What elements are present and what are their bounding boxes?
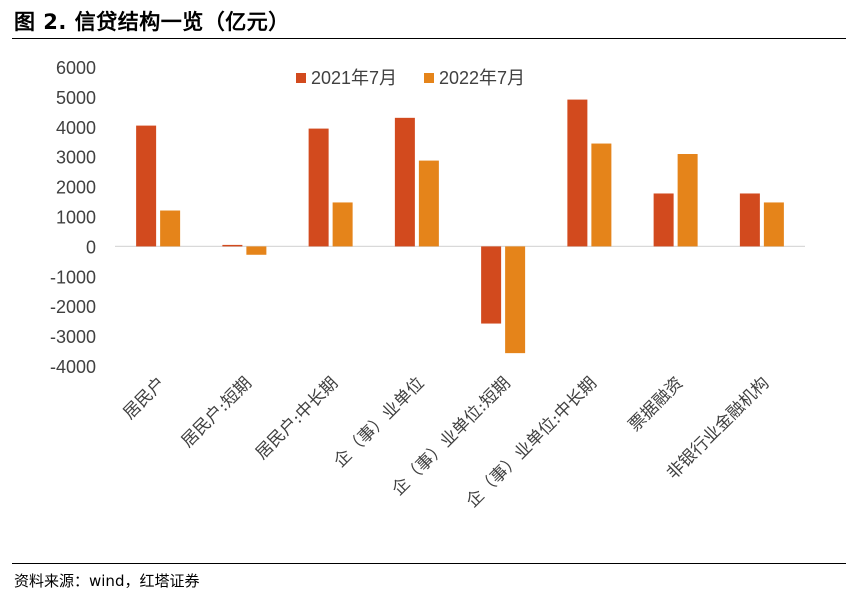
bar-series1-2 — [222, 244, 243, 247]
category-label: 居民户:中长期 — [252, 373, 342, 463]
bars — [136, 99, 784, 354]
bar-series1-6 — [567, 99, 588, 247]
y-tick-label: 4000 — [56, 118, 96, 138]
y-tick-label: -1000 — [50, 267, 96, 287]
bar-series1-3 — [308, 128, 329, 247]
bar-series2-7 — [677, 154, 698, 247]
source-note: 资料来源：wind，红塔证券 — [14, 572, 200, 590]
y-tick-label: -2000 — [50, 297, 96, 317]
bar-series1-8 — [739, 193, 760, 247]
y-tick-label: -3000 — [50, 327, 96, 347]
footer-divider — [12, 563, 846, 564]
legend: 2021年7月 2022年7月 — [296, 68, 525, 88]
category-label: 企（事）业单位 — [330, 373, 428, 471]
legend-label: 2021年7月 — [311, 68, 397, 88]
y-tick-label: 5000 — [56, 88, 96, 108]
bar-series2-5 — [505, 246, 526, 354]
page-title: 图 2. 信贷结构一览（亿元） — [14, 10, 290, 34]
bar-series2-2 — [246, 246, 267, 255]
title-divider — [12, 38, 846, 39]
y-tick-label: -4000 — [50, 357, 96, 377]
bar-series2-4 — [418, 160, 439, 247]
y-tick-label: 1000 — [56, 208, 96, 228]
y-tick-label: 0 — [86, 237, 96, 257]
y-tick-label: 3000 — [56, 148, 96, 168]
category-labels: 居民户 居民户:短期居民户:中长期企（事）业单位企（事）业单位:短期企（事）业单位… — [119, 373, 773, 511]
legend-label: 2022年7月 — [439, 68, 525, 88]
y-tick-label: 2000 — [56, 178, 96, 198]
y-axis-ticks: 6000 5000 4000 3000 2000 1000 0 -1000 -2000 -3000… — [50, 58, 96, 377]
category-label: 居民户 — [119, 373, 169, 423]
bar-series2-6 — [591, 143, 612, 247]
bar-chart: 6000 5000 4000 3000 2000 1000 0 -1000 -2000 -3000… — [50, 58, 805, 512]
legend-swatch — [424, 73, 434, 83]
bar-series2-8 — [763, 202, 784, 247]
bar-series1-7 — [653, 193, 674, 247]
bar-series1-1 — [136, 125, 157, 247]
legend-swatch — [296, 73, 306, 83]
y-tick-label: 6000 — [56, 58, 96, 78]
category-label: 居民户:短期 — [178, 373, 256, 451]
category-label: 票据融资 — [625, 373, 687, 435]
bar-series2-1 — [160, 210, 181, 247]
bar-series2-3 — [332, 202, 353, 247]
bar-series1-5 — [481, 246, 502, 324]
bar-series1-4 — [394, 117, 415, 247]
